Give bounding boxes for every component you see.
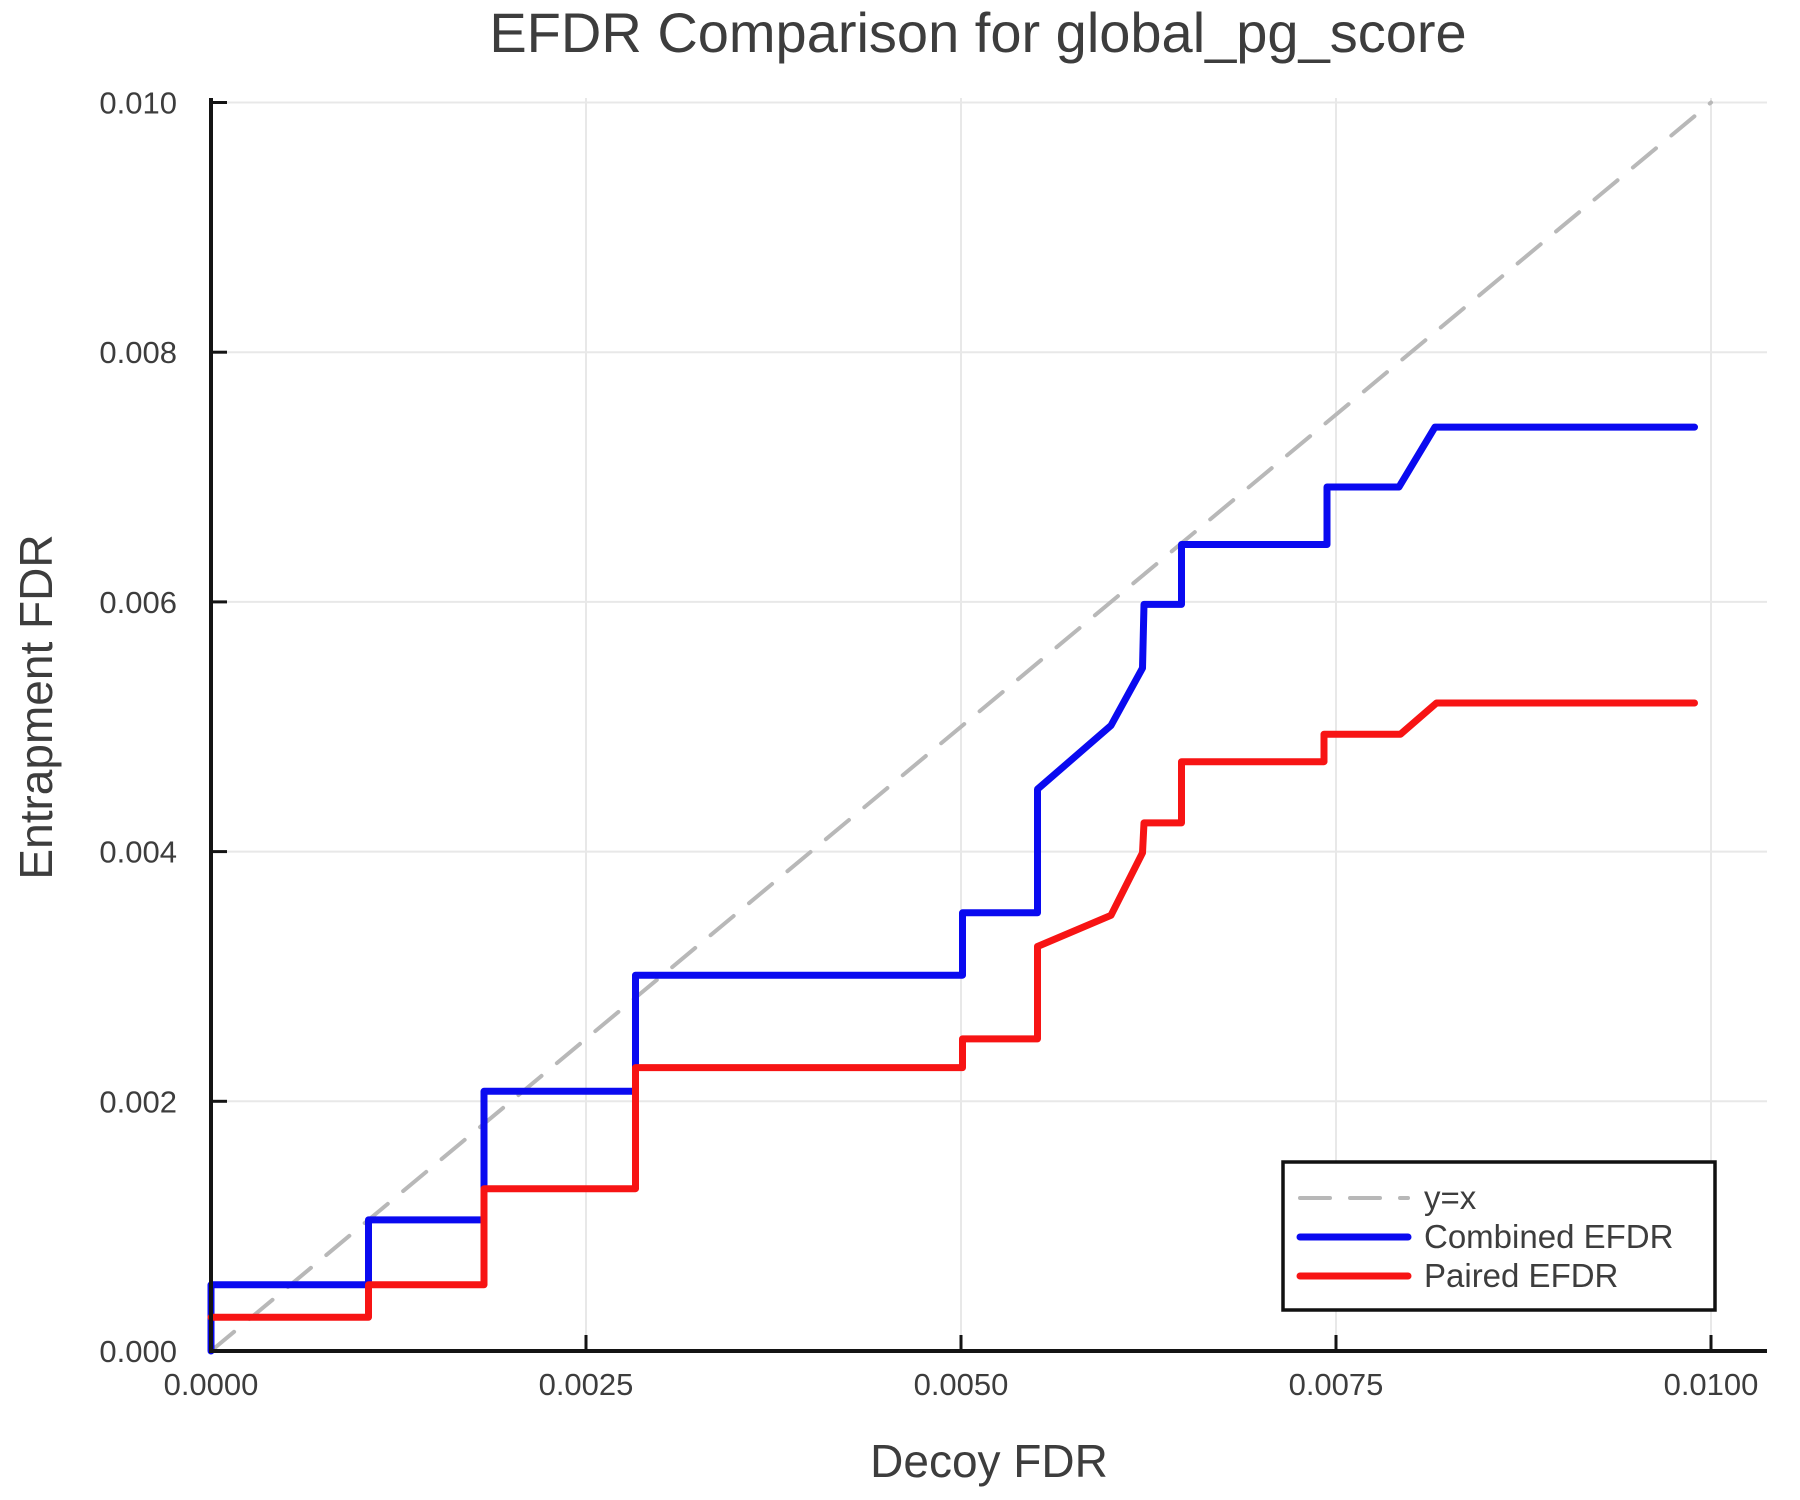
paired-efdr-line [207,699,1698,1321]
combined-efdr-line [207,423,1698,1355]
data-series [207,100,1713,1355]
x-tick-label: 0.0075 [1289,1367,1384,1402]
legend-item-label: Combined EFDR [1424,1218,1673,1255]
x-tick-label: 0.0050 [914,1367,1009,1402]
y-tick-label: 0.004 [99,835,177,870]
y-axis-label: Entrapment FDR [10,534,62,879]
axes [209,98,1767,1353]
x-axis-label: Decoy FDR [870,1435,1108,1487]
tick-labels: 0.0000 0.0025 0.0050 0.0075 0.0100 0.000 0.002… [99,86,1758,1403]
y-tick-label: 0.010 [99,86,177,121]
identity-line [209,100,1713,1353]
y-tick-label: 0.006 [99,585,177,620]
legend-item-label: y=x [1424,1179,1477,1216]
chart-title: EFDR Comparison for global_pg_score [489,1,1466,64]
y-tick-label: 0.000 [99,1334,177,1369]
legend-item-label: Paired EFDR [1424,1257,1618,1294]
x-tick-label: 0.0025 [539,1367,634,1402]
y-tick-label: 0.008 [99,335,177,370]
x-tick-label: 0.0000 [164,1367,259,1402]
y-tick-label: 0.002 [99,1084,177,1119]
x-tick-label: 0.0100 [1664,1367,1759,1402]
